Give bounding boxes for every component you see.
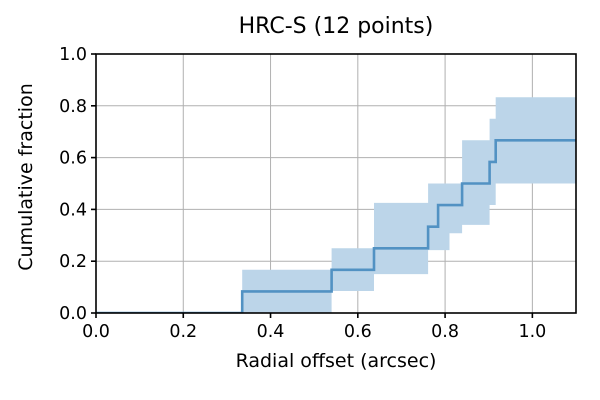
y-tick-label: 0.2 xyxy=(59,252,87,272)
y-axis-label-text: Cumulative fraction xyxy=(15,83,37,271)
y-tick-marks xyxy=(91,53,96,314)
chart-title: HRC-S (12 points) xyxy=(238,14,434,39)
y-tick-labels: 0.0 0.2 0.4 0.6 0.8 1.0 xyxy=(59,45,87,324)
x-tick-labels: 0.0 0.2 0.4 0.6 0.8 1.0 xyxy=(82,322,546,342)
ecdf-line xyxy=(96,139,576,313)
y-tick-label: 0.6 xyxy=(59,149,87,169)
x-tick-label: 0.8 xyxy=(431,322,459,342)
x-tick-label: 1.0 xyxy=(518,322,546,342)
x-tick-label: 0.2 xyxy=(169,322,197,342)
confidence-band xyxy=(242,97,576,313)
y-tick-label: 1.0 xyxy=(59,45,87,65)
y-tick-label: 0.8 xyxy=(59,97,87,117)
x-axis-label: Radial offset (arcsec) xyxy=(235,350,437,372)
x-tick-label: 0.6 xyxy=(344,322,372,342)
y-tick-label: 0.4 xyxy=(59,200,87,220)
x-tick-marks xyxy=(95,313,534,318)
x-tick-label: 0.4 xyxy=(257,322,285,342)
x-tick-label: 0.0 xyxy=(82,322,110,342)
y-tick-label: 0.0 xyxy=(59,304,87,324)
plot-border xyxy=(95,53,577,314)
